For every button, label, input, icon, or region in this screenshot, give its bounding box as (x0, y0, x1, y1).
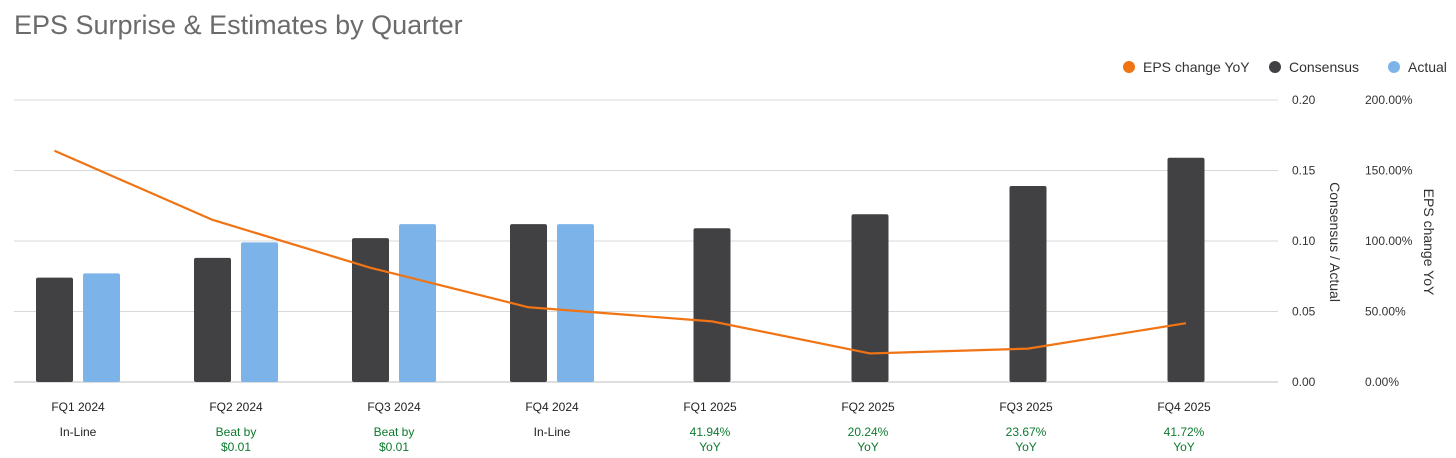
legend-label: EPS change YoY (1143, 59, 1250, 75)
surprise-note: $0.01 (379, 440, 409, 454)
surprise-note: YoY (1015, 440, 1037, 454)
consensus-bar (510, 224, 547, 382)
left-tick-label: 0.05 (1292, 305, 1316, 319)
category-label: FQ2 2024 (209, 400, 263, 414)
legend-label: Actual (1408, 59, 1447, 75)
surprise-note: YoY (1173, 440, 1195, 454)
consensus-bar (352, 238, 389, 382)
consensus-bar (1009, 186, 1047, 382)
left-tick-label: 0.15 (1292, 164, 1316, 178)
chart-title: EPS Surprise & Estimates by Quarter (14, 10, 463, 40)
left-axis-ticks: 0.00 0.05 0.10 0.15 0.20 (1292, 93, 1316, 389)
right-tick-label: 150.00% (1365, 164, 1413, 178)
category-label: FQ4 2024 (525, 400, 579, 414)
consensus-bar (1167, 157, 1205, 382)
surprise-note: 41.72% (1164, 425, 1205, 439)
consensus-bar (36, 277, 73, 382)
actual-bar (241, 242, 278, 382)
category-label: FQ2 2025 (841, 400, 895, 414)
line-series (54, 149, 1187, 355)
eps-change-line (54, 149, 1187, 355)
legend-item[interactable]: Actual (1388, 59, 1447, 75)
left-tick-label: 0.20 (1292, 93, 1316, 107)
consensus-bar (851, 214, 889, 382)
surprise-note: 23.67% (1006, 425, 1047, 439)
left-tick-label: 0.10 (1292, 234, 1316, 248)
surprise-note: YoY (699, 440, 721, 454)
legend-marker (1269, 61, 1281, 73)
right-tick-label: 100.00% (1365, 234, 1413, 248)
actual-bar (557, 224, 594, 382)
legend-marker (1388, 61, 1400, 73)
legend-label: Consensus (1289, 59, 1359, 75)
surprise-note: Beat by (216, 425, 257, 439)
legend-item[interactable]: Consensus (1269, 59, 1359, 75)
right-tick-label: 200.00% (1365, 93, 1413, 107)
surprise-note: $0.01 (221, 440, 251, 454)
consensus-bar (693, 228, 731, 382)
surprise-note: 41.94% (690, 425, 731, 439)
legend[interactable]: EPS change YoY Consensus Actual (1123, 59, 1447, 75)
consensus-bar (194, 257, 231, 382)
right-axis-ticks: 0.00% 50.00% 100.00% 150.00% 200.00% (1365, 93, 1413, 389)
surprise-note: 20.24% (848, 425, 889, 439)
surprise-note: In-Line (60, 425, 97, 439)
left-axis-title: Consensus / Actual (1327, 182, 1343, 302)
category-label: FQ3 2024 (367, 400, 421, 414)
actual-bar (83, 273, 120, 382)
left-tick-label: 0.00 (1292, 375, 1316, 389)
category-label: FQ3 2025 (999, 400, 1053, 414)
right-axis-title: EPS change YoY (1421, 189, 1437, 296)
legend-marker (1123, 61, 1135, 73)
legend-item[interactable]: EPS change YoY (1123, 59, 1250, 75)
right-tick-label: 0.00% (1365, 375, 1399, 389)
surprise-note: Beat by (374, 425, 415, 439)
right-tick-label: 50.00% (1365, 305, 1406, 319)
category-label: FQ1 2025 (683, 400, 737, 414)
surprise-note: In-Line (534, 425, 571, 439)
surprise-note: YoY (857, 440, 879, 454)
category-label: FQ4 2025 (1157, 400, 1211, 414)
category-label: FQ1 2024 (51, 400, 105, 414)
bar-series (36, 157, 1205, 382)
actual-bar (399, 224, 436, 382)
